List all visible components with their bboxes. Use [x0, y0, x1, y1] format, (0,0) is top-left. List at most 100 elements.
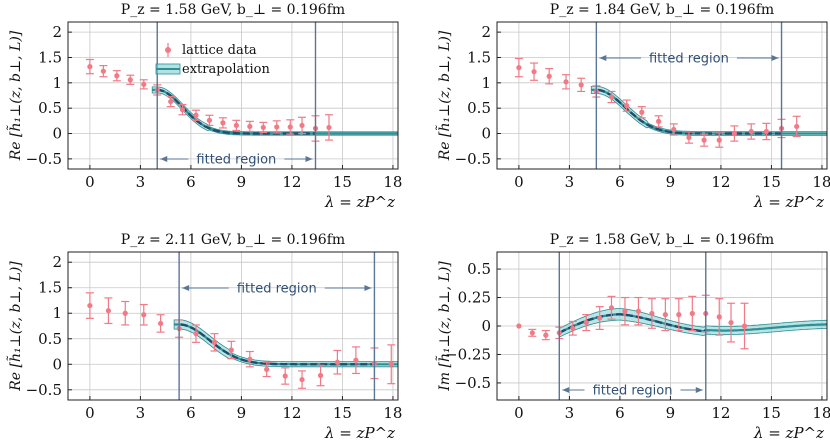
- data-marker: [206, 117, 213, 123]
- data-marker: [608, 94, 615, 100]
- y-tick-label: 1: [52, 304, 62, 322]
- fitted-region-label: fitted region: [196, 153, 276, 168]
- data-marker: [100, 68, 106, 74]
- data-point: [210, 333, 219, 352]
- data-point: [166, 95, 175, 108]
- plot-area: [514, 57, 827, 148]
- fit-arrowhead-left: [182, 285, 190, 291]
- data-point: [747, 123, 756, 140]
- data-marker: [247, 123, 253, 130]
- data-marker: [748, 128, 754, 135]
- x-tick-label: 15: [762, 404, 781, 422]
- data-point: [684, 131, 693, 144]
- data-marker: [686, 134, 692, 141]
- data-marker: [299, 122, 305, 129]
- data-marker: [388, 361, 394, 367]
- data-marker: [516, 323, 522, 329]
- data-marker: [716, 314, 722, 320]
- data-point: [730, 125, 739, 142]
- data-marker: [662, 312, 668, 318]
- data-marker: [635, 308, 642, 314]
- data-point: [620, 296, 629, 326]
- legend-data-label: lattice data: [182, 43, 257, 58]
- data-marker: [716, 137, 722, 143]
- data-marker: [87, 302, 93, 309]
- fitted-region-label: fitted region: [649, 52, 729, 67]
- axes-frame: [67, 21, 399, 170]
- extrapolation-curve: [174, 323, 398, 366]
- data-point: [700, 133, 709, 147]
- data-marker: [158, 320, 164, 327]
- data-marker: [701, 137, 707, 143]
- data-point: [530, 62, 539, 81]
- data-point: [191, 324, 200, 343]
- x-tick-label: 9: [237, 404, 247, 422]
- data-point: [654, 115, 663, 128]
- chart-title: P_z = 2.11 GeV, b_⊥ = 0.196fm: [121, 232, 345, 248]
- x-tick-label: 3: [136, 173, 146, 191]
- y-tick-label: 0: [52, 125, 62, 143]
- data-marker: [563, 79, 569, 85]
- data-marker: [516, 65, 522, 71]
- data-marker: [228, 347, 234, 353]
- y-tick-label: −0.25: [445, 345, 491, 363]
- extrapolation-band: [590, 86, 827, 136]
- axes-frame: [496, 21, 828, 170]
- data-marker: [529, 330, 535, 336]
- data-marker: [763, 128, 769, 135]
- data-point: [85, 58, 94, 75]
- data-point: [298, 370, 307, 389]
- data-marker: [656, 118, 662, 124]
- data-marker: [624, 103, 630, 109]
- data-point: [792, 115, 801, 138]
- x-tick-label: 6: [615, 173, 625, 191]
- data-marker: [193, 112, 199, 118]
- data-point: [577, 77, 586, 93]
- data-marker: [608, 305, 615, 311]
- y-tick-label: −0.5: [455, 374, 491, 392]
- data-marker: [233, 122, 239, 129]
- data-point: [259, 121, 268, 134]
- data-point: [112, 70, 121, 82]
- y-axis-label: Re [h̃₁⊥(z, b⊥, L)]: [6, 261, 24, 392]
- x-tick-label: 18: [383, 173, 402, 191]
- x-tick-label: 12: [282, 173, 301, 191]
- fit-curve: [180, 323, 375, 366]
- data-point: [178, 104, 187, 116]
- data-point: [595, 306, 604, 331]
- axes-frame: [67, 251, 399, 401]
- data-point: [139, 79, 148, 90]
- data-point: [262, 361, 271, 378]
- data-point: [139, 303, 148, 326]
- data-point: [545, 68, 554, 85]
- x-axis-label: λ = zP^z: [753, 424, 824, 442]
- data-marker: [728, 319, 734, 326]
- y-axis-label: Re [h̃₁⊥(z, b⊥, L)]: [435, 30, 453, 161]
- data-point: [298, 116, 307, 135]
- data-marker: [578, 82, 584, 88]
- data-point: [121, 300, 130, 326]
- data-marker: [141, 81, 147, 87]
- data-marker: [622, 308, 628, 314]
- data-point: [762, 122, 771, 141]
- data-point: [516, 323, 522, 329]
- x-tick-label: 15: [333, 404, 352, 422]
- x-tick-label: 18: [812, 404, 830, 422]
- data-marker: [649, 310, 655, 317]
- data-marker: [287, 124, 293, 130]
- data-marker: [531, 69, 537, 75]
- data-marker: [211, 339, 218, 345]
- data-point: [156, 314, 165, 333]
- fit-arrowhead-left: [599, 55, 607, 61]
- y-tick-label: −0.5: [26, 150, 62, 168]
- y-tick-label: 0: [52, 355, 62, 373]
- data-point: [568, 320, 577, 336]
- y-tick-label: 1: [481, 74, 491, 92]
- data-point: [715, 132, 724, 148]
- x-tick-label: 9: [237, 173, 247, 191]
- x-tick-label: 6: [186, 404, 196, 422]
- fit-arrowhead-left: [562, 387, 570, 393]
- data-point: [351, 346, 360, 375]
- x-tick-label: 3: [136, 404, 146, 422]
- data-point: [688, 295, 697, 332]
